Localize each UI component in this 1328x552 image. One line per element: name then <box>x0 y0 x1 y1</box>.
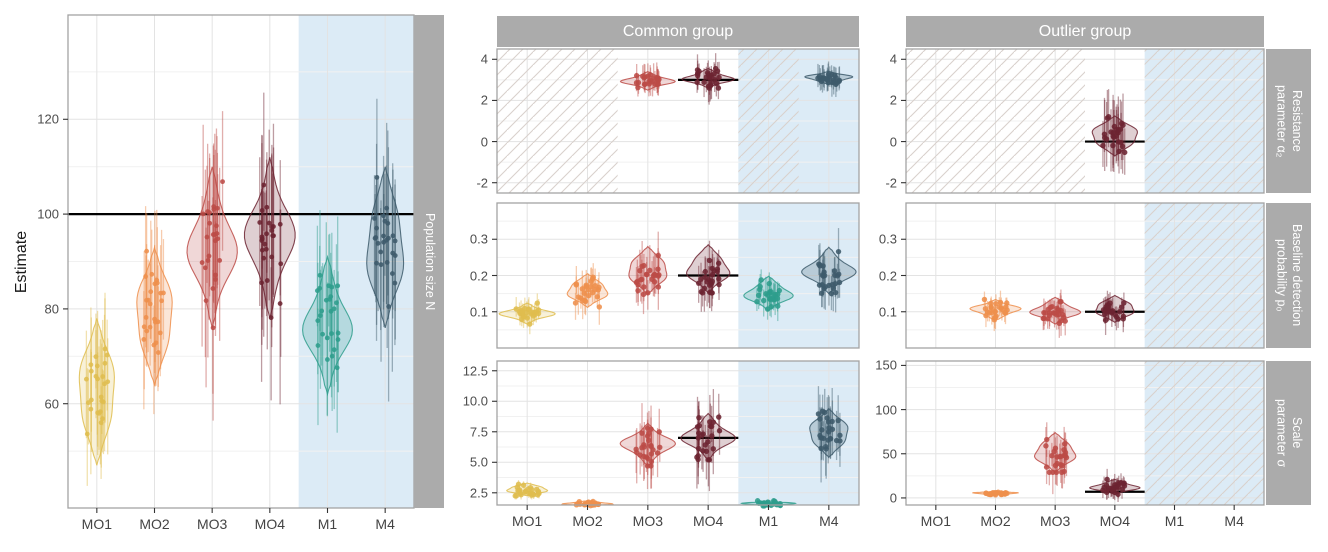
facet-strip-scale-parameter: Scale parameter σ <box>1266 361 1311 505</box>
x-tick-label: MO3 <box>196 516 228 532</box>
panel-m1 <box>492 48 860 194</box>
y-tick-label: 7.5 <box>469 424 488 440</box>
y-tick-label: 150 <box>875 357 897 373</box>
facet-header-common-group: Common group <box>497 16 859 47</box>
x-tick-label: MO2 <box>572 513 603 529</box>
panel-m3 <box>492 360 860 510</box>
y-tick-label: 4 <box>480 51 488 67</box>
y-tick-label: 0.1 <box>878 304 897 320</box>
x-tick-label: MO4 <box>254 516 285 532</box>
y-tick-label: 0 <box>480 134 488 150</box>
panel-pop <box>63 14 415 513</box>
facet-header-outlier-group-label: Outlier group <box>1038 22 1132 40</box>
y-tick-label: 0.3 <box>469 231 488 247</box>
y-tick-label: 0.3 <box>878 231 897 247</box>
x-tick-label: M4 <box>1224 513 1244 529</box>
x-tick-label: M1 <box>317 516 338 532</box>
x-tick-label: MO2 <box>139 516 170 532</box>
y-tick-label: 2 <box>480 92 488 108</box>
y-tick-label: 100 <box>875 402 897 418</box>
panel-m2 <box>492 202 860 349</box>
y-tick-label: 2 <box>889 92 897 108</box>
y-tick-label: 0 <box>889 490 897 506</box>
x-tick-label: MO4 <box>1099 513 1130 529</box>
y-tick-label: 60 <box>44 396 59 412</box>
facet-strip-resistance-parameter: Resistance parameter α₂ <box>1266 49 1311 193</box>
y-tick-label: 12.5 <box>462 363 488 379</box>
y-tick-label: 100 <box>37 206 59 222</box>
facet-strip-population-size: Population size N <box>414 15 444 508</box>
facet-header-common-group-label: Common group <box>622 22 734 40</box>
x-tick-label: MO2 <box>980 513 1011 529</box>
y-axis-title: Estimate <box>13 230 30 294</box>
x-tick-label: MO3 <box>632 513 663 529</box>
facet-strip-baseline-detection-label: Baseline detection probability p₀ <box>1274 224 1305 327</box>
y-tick-label: 0.1 <box>469 304 488 320</box>
x-tick-label: MO1 <box>511 513 543 529</box>
y-tick-label: 120 <box>37 111 59 127</box>
x-tick-label: M4 <box>819 513 839 529</box>
facet-header-outlier-group: Outlier group <box>906 16 1264 47</box>
y-tick-label: -2 <box>885 175 897 191</box>
y-tick-label: 80 <box>44 301 59 317</box>
facet-strip-resistance-parameter-label: Resistance parameter α₂ <box>1274 84 1305 158</box>
x-tick-label: M4 <box>375 516 395 532</box>
x-tick-label: MO3 <box>1039 513 1071 529</box>
x-tick-label: M1 <box>758 513 779 529</box>
panel-r1 <box>901 48 1265 194</box>
y-tick-label: 0 <box>889 134 897 150</box>
panel-r3 <box>901 360 1265 510</box>
facet-strip-population-size-label: Population size N <box>422 212 437 311</box>
x-tick-label: MO1 <box>81 516 112 532</box>
facet-strip-scale-parameter-label: Scale parameter σ <box>1274 398 1305 468</box>
y-tick-label: 10.0 <box>462 393 488 409</box>
y-tick-label: 0.2 <box>878 268 897 283</box>
panel-r2 <box>901 202 1265 349</box>
y-tick-label: 4 <box>889 51 897 67</box>
y-tick-label: 5.0 <box>469 454 488 470</box>
y-tick-label: 50 <box>882 446 897 462</box>
x-tick-label: MO1 <box>920 513 951 529</box>
x-tick-label: M1 <box>1164 513 1185 529</box>
facet-strip-baseline-detection: Baseline detection probability p₀ <box>1266 203 1311 348</box>
y-tick-label: 0.2 <box>469 268 488 283</box>
y-tick-label: 2.5 <box>469 485 488 501</box>
x-tick-label: MO4 <box>692 513 724 529</box>
y-tick-label: -2 <box>476 175 488 191</box>
